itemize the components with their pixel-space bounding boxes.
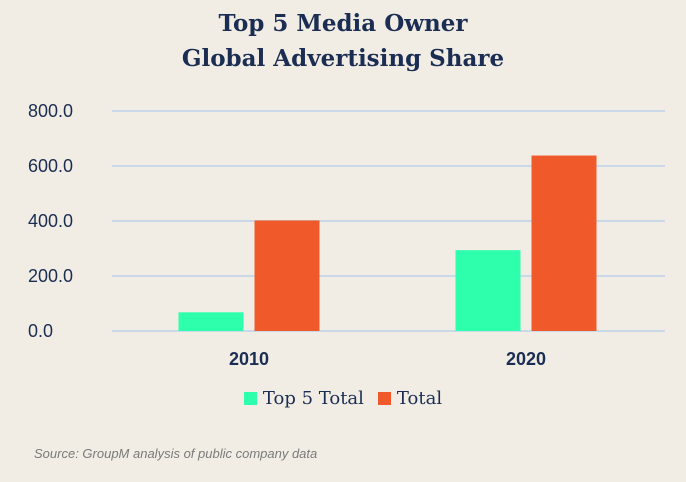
bar-top5-2010: [178, 312, 244, 331]
y-axis-tick-labels: 800.0 600.0 400.0 200.0 0.0: [28, 101, 73, 341]
bar-total-2010: [254, 220, 320, 331]
legend-label-total: Total: [396, 388, 443, 409]
legend: Top 5 Total Total: [0, 388, 686, 409]
legend-item-top5: Top 5 Total: [243, 388, 364, 409]
chart-title-line-2: Global Advertising Share: [181, 45, 505, 72]
x-axis-tick-labels: 2010 2020: [229, 349, 546, 369]
legend-swatch-total: [377, 392, 391, 405]
y-tick-label: 800.0: [28, 101, 73, 121]
chart-title: Top 5 Media Owner Global Advertising Sha…: [0, 6, 686, 76]
y-tick-label: 400.0: [28, 211, 73, 231]
bar-top5-2020: [455, 250, 521, 331]
y-tick-label: 200.0: [28, 266, 73, 286]
legend-label-top5: Top 5 Total: [262, 388, 364, 409]
y-tick-label: 600.0: [28, 156, 73, 176]
chart-title-line-1: Top 5 Media Owner: [218, 10, 468, 37]
y-tick-label: 0.0: [28, 321, 53, 341]
bars: [178, 155, 597, 331]
x-tick-label-2020: 2020: [506, 349, 546, 369]
legend-item-total: Total: [377, 388, 443, 409]
bar-total-2020: [531, 155, 597, 331]
x-tick-label-2010: 2010: [229, 349, 269, 369]
legend-swatch-top5: [243, 392, 257, 405]
source-note: Source: GroupM analysis of public compan…: [34, 446, 318, 461]
